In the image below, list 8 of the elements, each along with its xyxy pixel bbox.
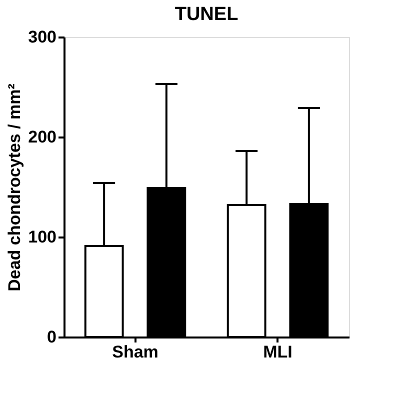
y-tick-label: 0 <box>47 328 56 346</box>
y-tick-label: 100 <box>28 228 56 246</box>
x-tick-label: MLI <box>263 342 292 362</box>
x-tick-label: Sham <box>112 342 158 362</box>
y-tick-label: 300 <box>28 28 56 46</box>
y-tick-label: 200 <box>28 128 56 146</box>
y-axis-title: Dead chondrocytes / mm² <box>5 83 24 292</box>
chart-title: TUNEL <box>174 4 239 25</box>
